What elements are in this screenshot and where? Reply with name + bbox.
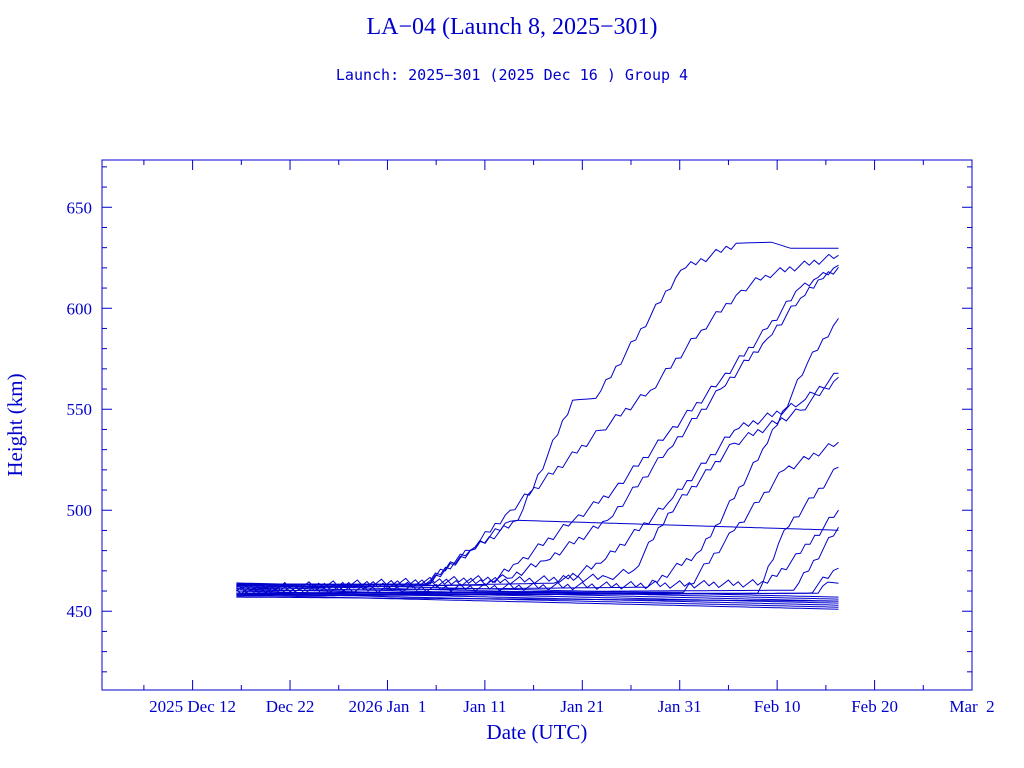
series-line-sat-17	[236, 586, 839, 602]
series-line-sat-16	[236, 584, 839, 600]
series-line-sat-4	[236, 266, 839, 592]
y-tick-label: 500	[67, 501, 93, 520]
y-tick-label: 650	[67, 198, 93, 217]
x-tick-label: Jan 11	[463, 697, 506, 716]
y-tick-label: 550	[67, 400, 93, 419]
series-group	[236, 241, 839, 610]
x-axis-label: Date (UTC)	[487, 720, 588, 744]
x-tick-label: Dec 22	[266, 697, 315, 716]
series-line-sat-9	[236, 466, 839, 595]
series-line-sat-19	[236, 590, 839, 606]
x-tick-label: Jan 21	[560, 697, 604, 716]
series-line-sat-7	[236, 376, 839, 595]
series-line-sat-6	[236, 372, 839, 590]
x-tick-label: 2026 Jan 1	[348, 697, 426, 716]
series-line-sat-8	[236, 441, 839, 594]
series-line-sat-1	[236, 241, 839, 585]
x-tick-label: Feb 20	[851, 697, 898, 716]
plot-frame	[101, 159, 973, 691]
x-tick-label: 2025 Dec 12	[149, 697, 236, 716]
series-line-sat-14	[236, 519, 839, 587]
y-tick-label: 450	[67, 602, 93, 621]
axis-ticks: 2025 Dec 12 Dec 22 2026 Jan 1 Jan 11 Jan 21 J…	[67, 160, 995, 716]
chart-title: LA−04 (Launch 8, 2025−301)	[366, 14, 658, 40]
series-line-sat-20	[236, 592, 839, 608]
series-line-sat-15	[236, 582, 839, 598]
chart-subtitle: Launch: 2025−301 (2025 Dec 16 ) Group 4	[335, 66, 689, 84]
y-tick-label: 600	[67, 299, 93, 318]
series-line-sat-22	[236, 596, 839, 602]
x-tick-label: Mar 2	[949, 697, 994, 716]
y-axis-label: Height (km)	[3, 373, 27, 476]
series-line-sat-2	[236, 253, 839, 586]
x-tick-label: Feb 10	[754, 697, 801, 716]
series-line-sat-5	[236, 318, 839, 592]
series-line-sat-10	[236, 509, 839, 596]
x-tick-label: Jan 31	[658, 697, 702, 716]
